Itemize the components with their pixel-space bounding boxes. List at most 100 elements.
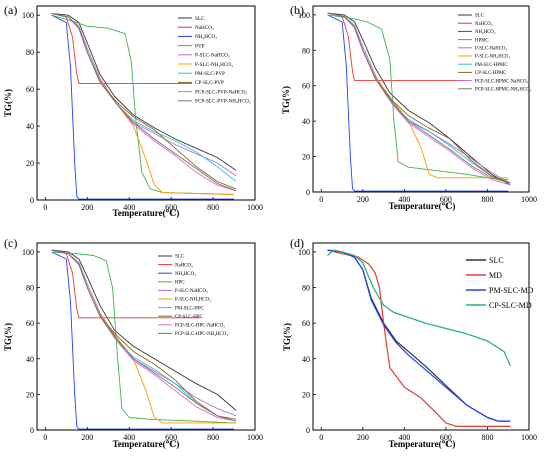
legend-label: CP-SLC-HPMC — [475, 71, 506, 76]
plot-frame — [36, 242, 256, 431]
y-tick-label: 20 — [302, 390, 310, 399]
series-line — [51, 12, 193, 85]
chart-panel-2: 0 200 400 600 800 1000 0 20 40 60 80 100 Temperature… — [3, 236, 263, 449]
x-tick-label: 400 — [398, 433, 410, 442]
y-tick-label: 20 — [26, 390, 34, 399]
series-line — [51, 251, 237, 424]
series-line — [51, 14, 235, 195]
x-tick-label: 0 — [43, 433, 47, 442]
x-tick-label: 400 — [398, 195, 410, 204]
y-tick-label: 80 — [302, 46, 310, 55]
legend-label: NH₄HCO₃ — [475, 30, 496, 35]
series-line — [51, 12, 237, 171]
legend-label: NaHCO₃ — [195, 25, 214, 31]
x-tick-label: 0 — [319, 195, 323, 204]
legend-label: PCP-SLC-PVP-NH₄HCO₃ — [195, 99, 251, 105]
chart-panel-1: 0 200 400 600 800 1000 0 20 40 60 80 100 Temperature… — [281, 3, 537, 211]
x-tick-label: 0 — [319, 433, 323, 442]
x-tick-label: 600 — [440, 195, 452, 204]
legend-label: SLC — [175, 255, 184, 260]
legend-label: PCP-SLC-HPMC-NH₄HCO₃ — [475, 87, 531, 92]
legend-label: PVP — [195, 43, 205, 49]
series-line — [327, 12, 467, 81]
y-tick-label: 40 — [26, 122, 34, 131]
legend-label: SLC — [475, 14, 484, 19]
x-tick-label: 400 — [123, 433, 135, 442]
legend-label: NH₄HCO₃ — [195, 34, 217, 40]
x-axis-label: Temperature(℃) — [113, 439, 180, 449]
y-tick-label: 40 — [26, 355, 34, 364]
series-line — [327, 249, 511, 422]
y-tick-label: 40 — [302, 355, 310, 364]
legend-label: PCP-SLC-HPC-NaHCO₃ — [175, 324, 225, 329]
y-tick-label: 100 — [298, 248, 310, 257]
y-tick-label: 80 — [26, 284, 34, 293]
legend-label: P-SLC-NaHCO₃ — [175, 289, 208, 294]
legend-label: P-SLC-NaHCO₃ — [475, 46, 507, 51]
x-axis-label: Temperature(℃) — [113, 208, 180, 218]
y-tick-label: 60 — [302, 82, 310, 91]
legend-label: P-SLC-NH₄HCO₃ — [175, 298, 211, 303]
legend-label: PCP-SLC-HPC-NH₄HCO₃ — [175, 332, 228, 337]
plot-frame — [36, 5, 256, 201]
series-line — [327, 249, 511, 427]
x-tick-label: 800 — [207, 203, 219, 212]
y-tick-label: 80 — [302, 284, 310, 293]
legend-label: SLC — [489, 256, 504, 265]
y-tick-label: 60 — [26, 85, 34, 94]
series-line — [327, 12, 511, 186]
chart-panel-3: 0 200 400 600 800 1000 0 20 40 60 80 100 Temperature… — [282, 236, 537, 449]
series-line — [51, 12, 237, 192]
plot-frame — [312, 5, 530, 193]
y-tick-label: 100 — [298, 11, 310, 20]
series-line — [327, 12, 511, 184]
series-line — [51, 14, 234, 200]
legend-label: CP-SLC-PVP — [195, 80, 224, 86]
series-line — [51, 249, 237, 420]
panel-label: (a) — [4, 3, 17, 17]
y-tick-label: 80 — [26, 48, 34, 57]
series-line — [327, 249, 511, 367]
y-tick-label: 0 — [30, 196, 34, 205]
series-line — [51, 249, 237, 411]
x-tick-label: 600 — [165, 203, 177, 212]
legend-label: PCP-SLC-PVP-NaHCO₃ — [195, 89, 247, 95]
y-axis-label: TG(%) — [3, 89, 13, 117]
legend-label: PM-SLC-PVP — [195, 71, 225, 77]
y-tick-label: 40 — [302, 117, 310, 126]
legend-label: NH₄HCO₃ — [175, 272, 196, 277]
legend-label: PM-SLC-MD — [489, 286, 534, 295]
chart-panel-0: 0 200 400 600 800 1000 0 20 40 60 80 100 Temperature… — [3, 3, 263, 218]
series-line — [327, 14, 509, 192]
y-tick-label: 100 — [22, 248, 34, 257]
y-tick-label: 20 — [302, 153, 310, 162]
x-axis-label: Temperature(℃) — [389, 201, 456, 211]
legend-label: NaHCO₃ — [475, 22, 493, 27]
legend-label: PM-SLC-HPC — [175, 306, 204, 311]
legend-label: CP-SLC-HPC — [175, 315, 203, 320]
legend-label: CP-SLC-MD — [489, 301, 532, 310]
y-tick-label: 0 — [30, 426, 34, 435]
x-tick-label: 800 — [481, 195, 493, 204]
x-tick-label: 0 — [43, 203, 47, 212]
panel-label: (b) — [290, 3, 304, 17]
y-axis-label: TG(%) — [281, 86, 291, 114]
x-tick-label: 600 — [165, 433, 177, 442]
series-line — [327, 12, 511, 184]
x-tick-label: 1000 — [247, 203, 263, 212]
x-tick-label: 1000 — [521, 195, 537, 204]
panel-label: (c) — [4, 236, 17, 250]
y-tick-label: 20 — [26, 159, 34, 168]
x-tick-label: 600 — [440, 433, 452, 442]
y-tick-label: 0 — [306, 426, 310, 435]
legend-label: NaHCO₃ — [175, 263, 193, 268]
x-tick-label: 800 — [481, 433, 493, 442]
legend-label: MD — [489, 271, 502, 280]
legend-label: SLC — [195, 16, 205, 22]
y-tick-label: 60 — [26, 319, 34, 328]
legend-label: P-SLC-NaHCO₃ — [195, 53, 230, 59]
x-tick-label: 200 — [81, 203, 93, 212]
legend-label: P-SLC-NH₄HCO₃ — [475, 55, 510, 60]
legend-label: PCP-SLC-HPMC-NaHCO₃ — [475, 79, 528, 84]
legend-label: HPC — [175, 281, 185, 286]
